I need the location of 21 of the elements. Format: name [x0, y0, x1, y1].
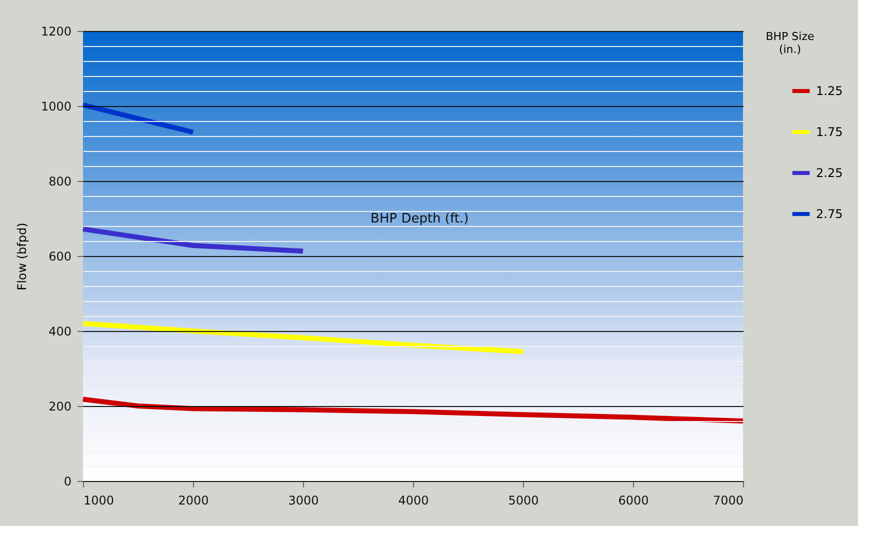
- legend-label: 2.75: [816, 207, 843, 221]
- x-tick-label: 5000: [508, 494, 539, 508]
- legend-label: 2.25: [816, 166, 843, 180]
- x-tick-label: 4000: [398, 494, 429, 508]
- x-tick-label: 6000: [618, 494, 649, 508]
- x-axis-title: BHP Depth (ft.): [370, 212, 469, 227]
- y-tick-label: 0: [64, 474, 72, 488]
- y-tick-label: 200: [48, 400, 72, 414]
- y-axis-title: Flow (bfpd): [14, 222, 29, 290]
- y-tick-label: 600: [48, 250, 72, 264]
- y-tick-label: 400: [48, 324, 72, 338]
- legend-label: 1.75: [816, 125, 843, 139]
- y-tick-label: 1200: [40, 24, 72, 38]
- legend-label: 1.25: [816, 84, 843, 98]
- y-tick-label: 800: [48, 174, 72, 188]
- x-tick-label: 3000: [288, 494, 319, 508]
- x-tick-label: 7000: [712, 494, 744, 508]
- x-tick-label: 1000: [84, 494, 114, 508]
- x-tick-label: 2000: [178, 494, 209, 508]
- y-tick-label: 1000: [40, 100, 72, 114]
- legend-title: BHP Size (in.): [766, 30, 814, 56]
